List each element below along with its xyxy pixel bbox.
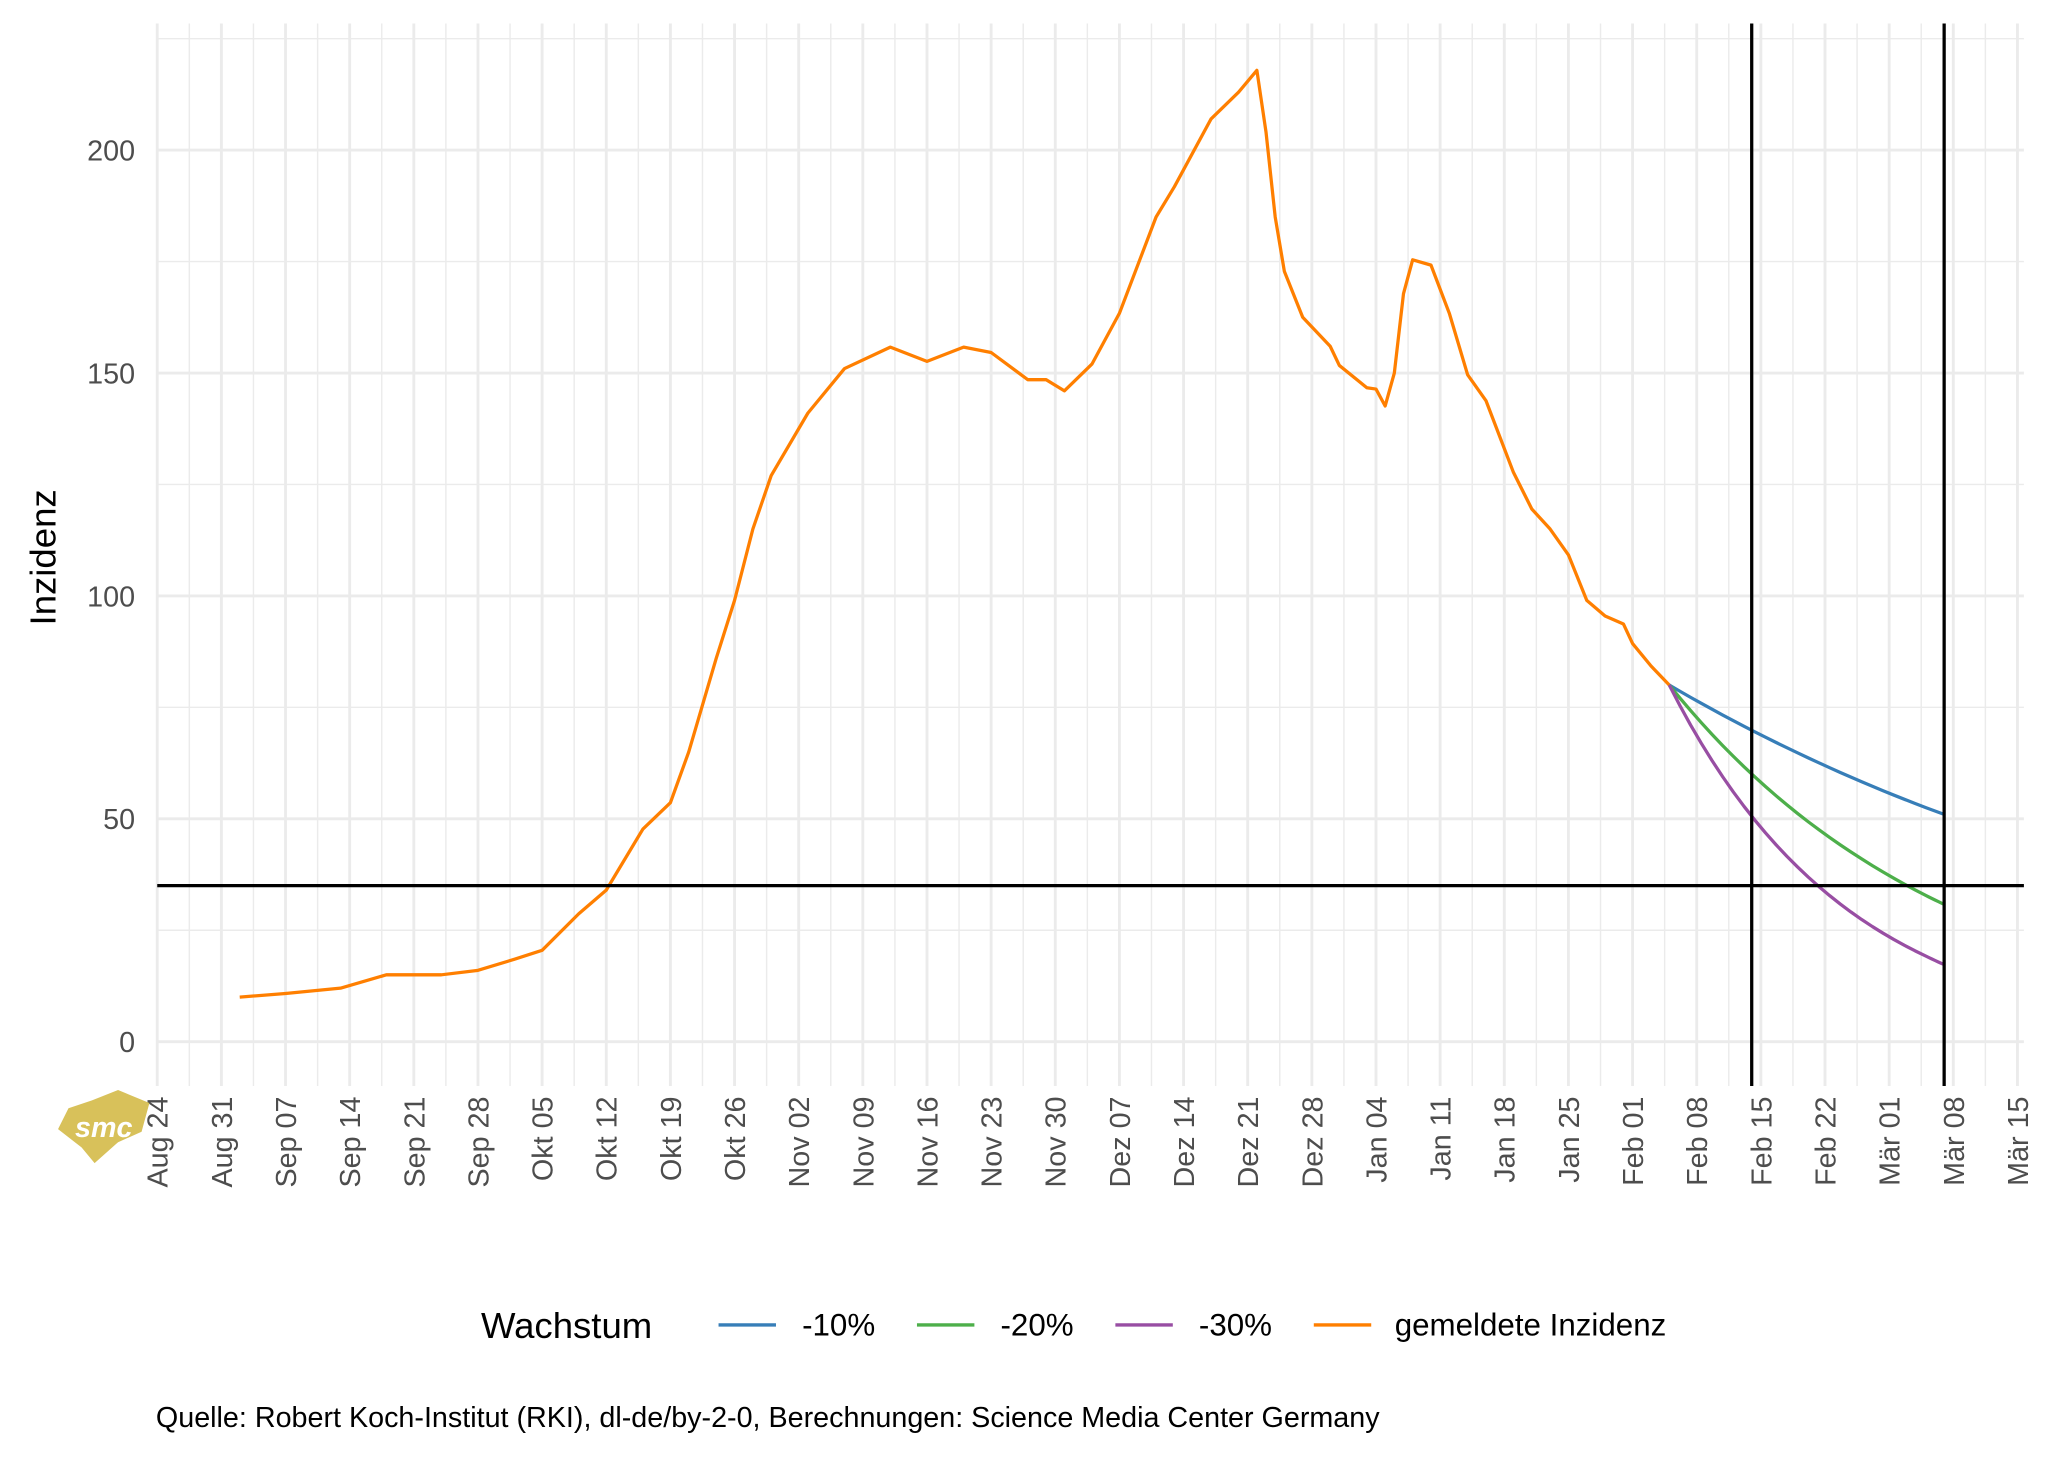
legend-label: -20%	[1001, 1307, 1074, 1342]
x-tick-label: Dez 28	[1297, 1097, 1329, 1188]
legend-label: -30%	[1199, 1307, 1272, 1342]
y-tick-label: 150	[87, 358, 135, 390]
series-line-reported	[239, 68, 1671, 999]
x-tick-label: Jan 11	[1426, 1097, 1458, 1181]
x-tick-label: Aug 24	[143, 1096, 175, 1187]
x-tick-label: Dez 21	[1233, 1097, 1265, 1188]
x-tick-label: Okt 05	[528, 1097, 560, 1182]
smc-logo: smc	[58, 1089, 150, 1164]
y-tick-label: 100	[87, 581, 135, 613]
x-tick-label: Feb 15	[1746, 1097, 1778, 1186]
x-tick-label: Feb 08	[1682, 1097, 1714, 1186]
grid	[155, 23, 2024, 1087]
x-tick-label: Dez 07	[1105, 1097, 1137, 1188]
x-tick-label: Feb 22	[1810, 1097, 1842, 1186]
y-tick-label: 50	[103, 804, 135, 836]
legend: Wachstum -10% -20% -30% gemeldete Inzidenz	[481, 1305, 1666, 1346]
x-tick-label: Aug 31	[207, 1097, 239, 1188]
x-tick-label: Jan 25	[1554, 1097, 1586, 1183]
legend-title: Wachstum	[481, 1305, 652, 1346]
x-tick-label: Nov 30	[1041, 1097, 1073, 1188]
x-tick-label: Okt 12	[592, 1097, 624, 1182]
x-tick-label: Nov 23	[977, 1097, 1009, 1188]
legend-label: -10%	[802, 1307, 875, 1342]
caption: Quelle: Robert Koch-Institut (RKI), dl-d…	[156, 1402, 1380, 1434]
x-tick-label: Sep 28	[463, 1097, 495, 1188]
y-axis: 0 50 100 150 200	[87, 136, 135, 1060]
series-line-projection-2	[1667, 684, 1945, 967]
x-tick-label: Nov 16	[912, 1097, 944, 1188]
x-tick-label: Okt 26	[720, 1097, 752, 1182]
reference-lines	[157, 23, 2024, 1087]
x-tick-label: Jan 18	[1490, 1097, 1522, 1183]
x-tick-label: Sep 14	[335, 1096, 367, 1187]
series-line-projection-0	[1668, 683, 1945, 816]
y-axis-title: Inzidenz	[22, 489, 63, 625]
x-tick-label: Okt 19	[656, 1097, 688, 1182]
series-lines	[239, 68, 1945, 999]
x-tick-label: Mär 01	[1875, 1097, 1907, 1186]
y-tick-label: 0	[119, 1027, 135, 1059]
x-tick-label: Nov 09	[848, 1097, 880, 1188]
x-tick-label: Sep 07	[271, 1097, 303, 1188]
x-tick-label: Mär 15	[2003, 1097, 2035, 1186]
x-tick-label: Mär 08	[1939, 1097, 1971, 1186]
x-tick-label: Nov 02	[784, 1097, 816, 1188]
series-line-projection-1	[1667, 684, 1945, 906]
y-tick-label: 200	[87, 136, 135, 168]
x-tick-label: Feb 01	[1618, 1097, 1650, 1186]
x-tick-label: Sep 21	[399, 1097, 431, 1188]
x-axis: Aug 24 Aug 31 Sep 07 Sep 14 Sep 21 Sep 28 Okt …	[143, 1096, 2035, 1187]
x-tick-label: Jan 04	[1361, 1096, 1393, 1182]
x-tick-label: Dez 14	[1169, 1096, 1201, 1187]
svg-text:smc: smc	[75, 1112, 132, 1144]
legend-label: gemeldete Inzidenz	[1395, 1307, 1667, 1342]
